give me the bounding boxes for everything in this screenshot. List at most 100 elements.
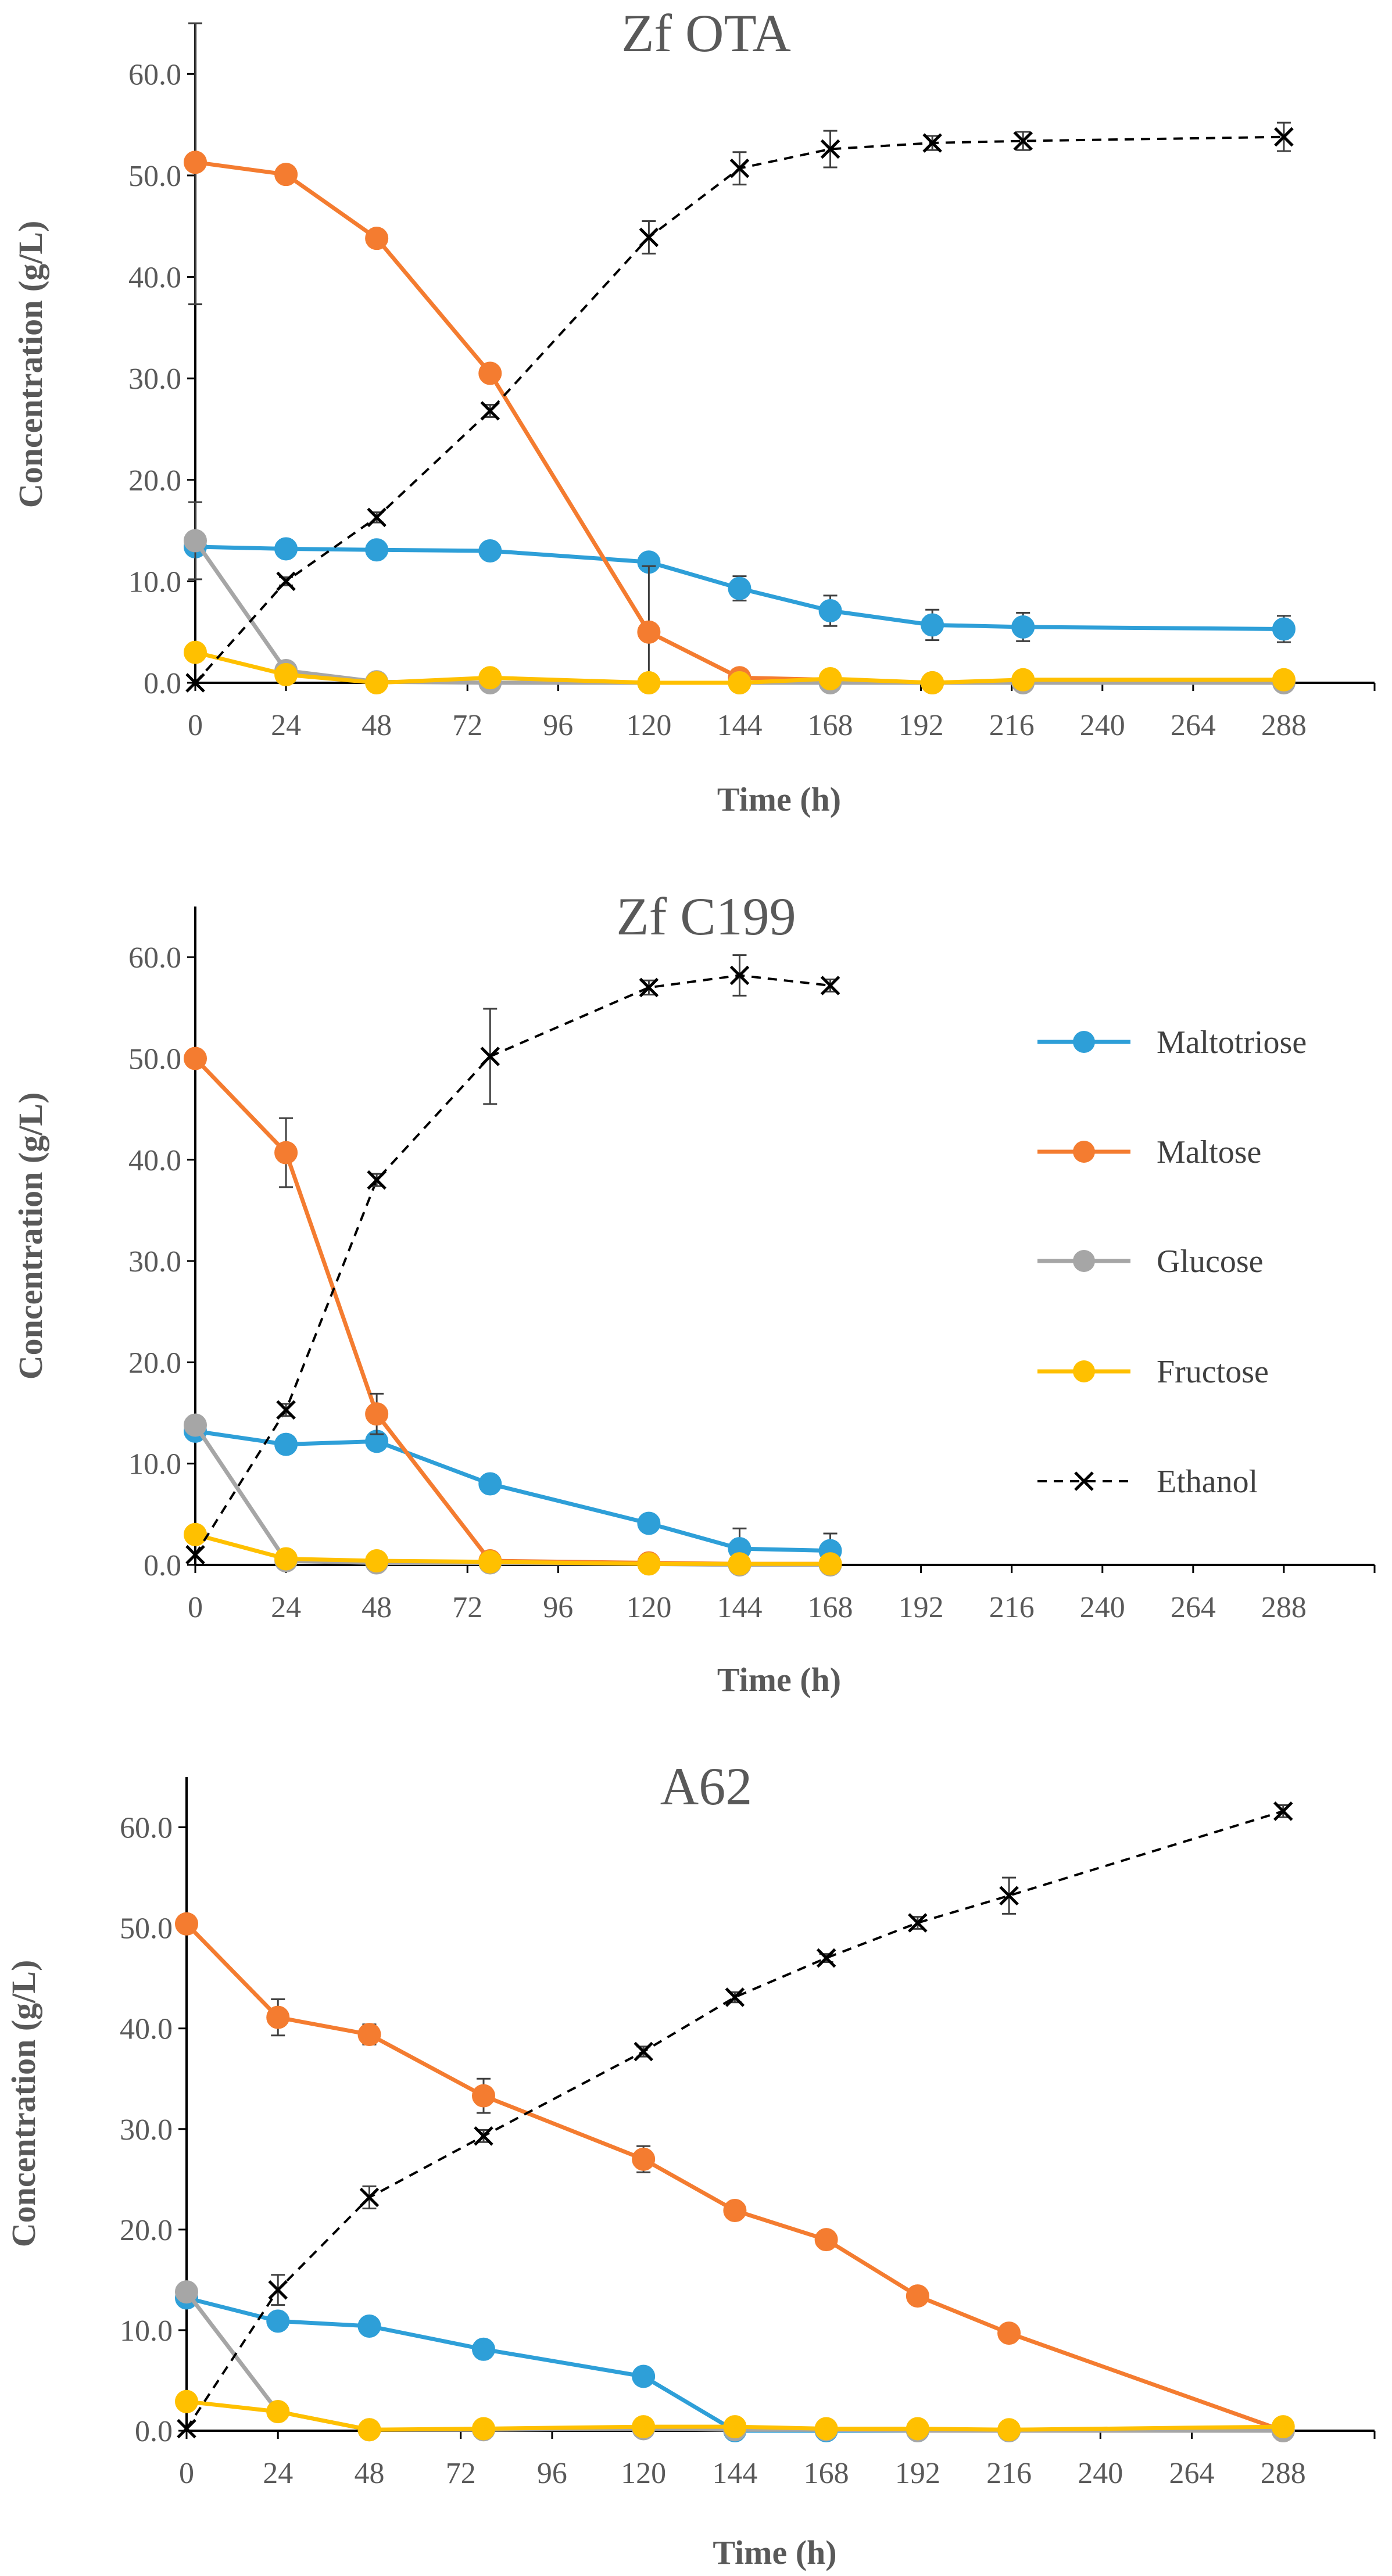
x-tick-label: 192 (899, 709, 944, 742)
y-tick-label: 30.0 (120, 2113, 173, 2147)
data-point-maltose (723, 2198, 747, 2222)
y-tick-label: 30.0 (128, 1245, 181, 1278)
y-tick-label: 20.0 (128, 464, 181, 497)
data-point-ethanol (922, 133, 942, 153)
data-point-ethanol (185, 673, 205, 693)
data-point-ethanol (729, 158, 750, 178)
y-tick-label: 0.0 (144, 1549, 181, 1582)
data-point-fructose (818, 667, 842, 691)
data-point-ethanol (177, 2419, 196, 2439)
data-point-ethanol (1013, 131, 1033, 151)
x-tick-label: 48 (362, 709, 392, 742)
legend-marker-ethanol (1074, 1471, 1094, 1491)
data-point-fructose (357, 2418, 381, 2442)
data-point-fructose (472, 2417, 495, 2441)
data-point-ethanol (908, 1913, 928, 1933)
data-point-maltotriose (274, 1432, 298, 1456)
data-point-ethanol (276, 1400, 296, 1420)
data-point-maltose (814, 2228, 838, 2252)
y-tick-label: 10.0 (128, 1448, 181, 1481)
data-point-ethanol (480, 1047, 500, 1066)
legend-item-maltose: Maltose (1037, 1134, 1261, 1170)
x-tick-label: 168 (808, 1591, 853, 1624)
data-point-fructose (632, 2415, 656, 2439)
x-tick-label: 192 (899, 1591, 944, 1624)
x-tick-label: 216 (989, 1591, 1035, 1624)
data-point-maltotriose (357, 2315, 381, 2338)
data-point-maltose (472, 2084, 495, 2108)
chart-panel-a62: 0.0 10.0 20.0 30.0 40.0 50.0 60.0 0 24 48 72 96 120 1… (5, 1757, 1376, 2571)
data-point-ethanol (367, 1170, 387, 1190)
data-point-fructose (723, 2415, 747, 2439)
data-point-fructose (365, 671, 389, 694)
x-tick-label: 120 (621, 2457, 666, 2490)
data-point-fructose (365, 1549, 389, 1573)
data-point-fructose (921, 671, 944, 694)
x-tick-label: 72 (452, 709, 482, 742)
x-tick-label: 264 (1171, 1591, 1216, 1624)
data-point-ethanol (999, 1886, 1019, 1905)
data-point-maltotriose (728, 576, 752, 600)
legend-item-fructose: Fructose (1037, 1354, 1269, 1390)
x-tick-label: 192 (895, 2457, 940, 2490)
data-point-maltose (365, 227, 389, 250)
data-point-fructose (1011, 668, 1035, 692)
data-point-fructose (997, 2418, 1021, 2442)
data-point-maltotriose (921, 613, 944, 637)
data-point-glucose (184, 1413, 207, 1437)
data-point-ethanol (276, 571, 296, 592)
y-tick-label: 0.0 (144, 667, 181, 700)
y-tick-label: 60.0 (120, 1812, 173, 1845)
data-point-ethanol (820, 976, 840, 995)
x-tick-label: 216 (989, 709, 1035, 742)
data-point-maltotriose (365, 538, 389, 562)
data-point-maltotriose (637, 1511, 661, 1535)
x-tick-label: 216 (986, 2457, 1032, 2490)
data-point-fructose (818, 1552, 842, 1576)
data-point-ethanol (634, 2041, 653, 2062)
x-tick-label: 24 (263, 2457, 293, 2490)
legend-label-fructose: Fructose (1157, 1354, 1269, 1390)
data-point-maltose (632, 2147, 656, 2171)
data-point-maltose (906, 2284, 929, 2308)
y-tick-label: 50.0 (128, 160, 181, 193)
y-tick-label: 10.0 (128, 565, 181, 599)
data-point-maltose (184, 151, 207, 174)
data-point-fructose (274, 663, 298, 687)
x-tick-label: 120 (626, 1591, 671, 1624)
data-point-fructose (184, 1522, 207, 1546)
data-point-maltotriose (632, 2364, 656, 2388)
data-point-maltose (266, 2005, 290, 2029)
data-point-maltotriose (478, 1472, 502, 1496)
y-axis-title: Concentration (g/L) (12, 1092, 49, 1380)
data-point-ethanol (639, 227, 659, 248)
x-tick-label: 24 (271, 709, 301, 742)
x-tick-label: 0 (179, 2457, 194, 2490)
x-tick-label: 144 (717, 709, 762, 742)
series-line-maltose (185, 1922, 1284, 2433)
data-point-ethanol (1274, 127, 1294, 147)
data-point-fructose (728, 671, 752, 694)
chart-title: A62 (660, 1757, 752, 1816)
x-tick-label: 96 (543, 1591, 573, 1624)
data-point-maltose (637, 620, 661, 644)
series-line-ethanol (185, 1810, 1284, 2430)
legend-item-maltotriose: Maltotriose (1037, 1024, 1307, 1061)
data-point-maltose (478, 361, 502, 385)
data-point-ethanol (729, 965, 750, 986)
legend-label-ethanol: Ethanol (1157, 1464, 1258, 1500)
series-line-maltotriose (195, 544, 1284, 631)
data-point-glucose (184, 529, 207, 553)
legend-item-ethanol: Ethanol (1037, 1464, 1258, 1500)
legend-marker-maltotriose (1073, 1031, 1095, 1053)
data-point-maltotriose (274, 537, 298, 561)
legend-marker-maltose (1073, 1141, 1095, 1163)
x-tick-label: 24 (271, 1591, 301, 1624)
data-point-glucose (175, 2280, 198, 2304)
y-tick-label: 40.0 (120, 2013, 173, 2046)
data-point-maltotriose (472, 2337, 495, 2361)
legend-label-glucose: Glucose (1157, 1244, 1264, 1280)
data-point-maltose (365, 1402, 389, 1426)
x-tick-label: 0 (188, 709, 203, 742)
